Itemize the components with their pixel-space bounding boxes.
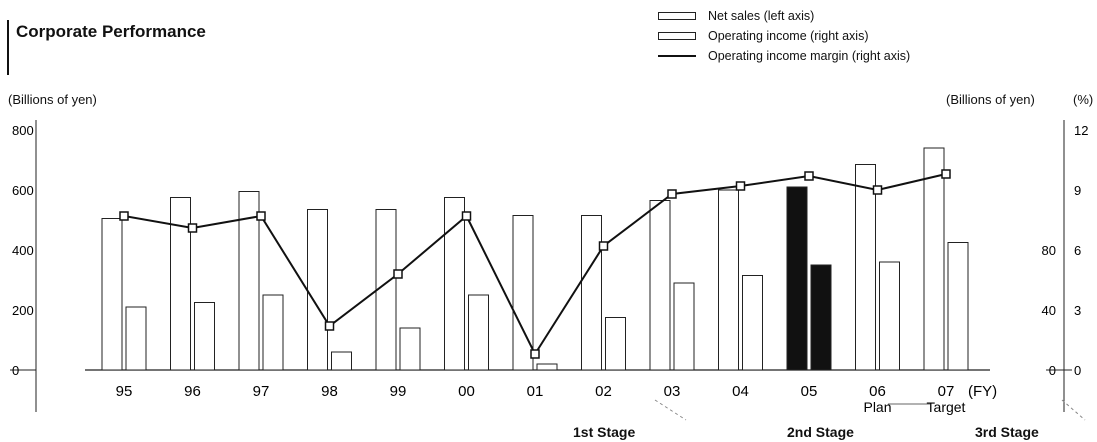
operating-margin-point [804,171,814,181]
left-axis-tick-label: 800 [12,123,34,138]
x-axis-tick-label: 99 [390,383,407,400]
operating-income-bar [742,275,763,371]
right-axis-percent-tick-label: 12 [1074,123,1088,138]
net-sales-bar [375,209,397,371]
legend-swatch-net-sales [658,12,696,20]
x-axis-tick-label: 00 [458,383,475,400]
operating-income-bar [605,317,626,371]
x-axis-sublabel: Plan [863,399,891,415]
operating-margin-point [530,349,540,359]
operating-income-bar [810,264,832,371]
net-sales-bar [923,147,945,371]
operating-income-bar [194,302,215,371]
legend-item-operating-income: Operating income (right axis) [658,26,910,46]
legend-swatch-operating-margin [658,55,696,57]
operating-margin-point [393,269,403,279]
net-sales-bar [444,197,465,371]
left-axis-tick-label: 400 [12,243,34,258]
right-axis-percent-tick-label: 0 [1074,363,1081,378]
left-axis-tick-label: 200 [12,303,34,318]
stage-label-3rd: 3rd Stage [975,424,1039,440]
net-sales-bar [101,218,123,371]
legend-label-operating-income: Operating income (right axis) [708,29,869,43]
legend-label-operating-margin: Operating income margin (right axis) [708,49,911,63]
chart-title: Corporate Performance [16,22,206,41]
stage-divider-3 [1061,399,1086,421]
stage-label-1st: 1st Stage [573,424,636,440]
x-axis-tick-label: 97 [253,383,270,400]
legend-item-operating-margin: Operating income margin (right axis) [658,46,910,66]
stage-divider-1 [654,399,687,421]
operating-margin-point [324,321,335,331]
legend-item-net-sales: Net sales (left axis) [658,6,910,26]
operating-margin-point [119,211,129,221]
x-axis-tick-label: 02 [595,383,612,400]
net-sales-bar [512,215,534,371]
operating-margin-point [941,169,951,179]
x-axis-tick-label: 07 [938,383,955,400]
net-sales-bar [855,164,876,371]
x-axis-tick-label: 03 [664,383,681,400]
title-accent-bar [7,20,9,75]
chart-legend: Net sales (left axis) Operating income (… [658,6,910,66]
net-sales-bar [307,209,328,371]
operating-margin-point [187,223,198,233]
operating-margin-point [598,241,609,251]
x-axis-tick-label: 95 [116,383,133,400]
legend-swatch-operating-income [658,32,696,40]
x-axis-tick-label: 06 [869,383,886,400]
net-sales-bar [238,191,260,371]
x-axis-sublabel: Target [927,399,966,415]
operating-income-bar [125,306,147,371]
x-axis-tick-label: 01 [527,383,544,400]
operating-income-bar [399,327,421,371]
net-sales-bar [581,215,602,371]
operating-margin-point [461,211,472,221]
right-axis-billions-tick-label: 0 [1049,363,1056,378]
x-axis-tick-label: 96 [184,383,201,400]
right-axis-percent-tick-label: 3 [1074,303,1081,318]
left-axis-tick-label: 600 [12,183,34,198]
left-axis-tick-label: 0 [12,363,19,378]
net-sales-bar [649,200,671,371]
x-axis-tick-label: 04 [732,383,749,400]
right-axis-billions-tick-label: 40 [1042,303,1056,318]
legend-label-net-sales: Net sales (left axis) [708,9,815,23]
net-sales-bar [718,189,739,371]
operating-income-bar [262,294,284,371]
operating-margin-point [872,185,883,195]
x-axis-tick-label: 05 [801,383,818,400]
operating-income-bar [468,294,489,371]
net-sales-bar [786,186,808,371]
right-axis-percent-tick-label: 9 [1074,183,1081,198]
operating-margin-point [735,181,746,191]
operating-income-bar [536,363,558,371]
operating-margin-point [667,189,677,199]
right-axis-percent-unit-label: (%) [1073,92,1094,107]
net-sales-bar [170,197,191,371]
x-axis-tick-label: 98 [321,383,338,400]
right-axis-billions-tick-label: 80 [1042,243,1056,258]
x-axis-unit-label: (FY) [968,383,997,400]
operating-income-bar [673,282,695,371]
operating-margin-point [256,211,266,221]
stage-label-2nd: 2nd Stage [787,424,854,440]
left-axis-unit-label: (Billions of yen) [8,92,97,107]
operating-income-bar [331,351,352,371]
operating-income-bar [879,261,900,371]
operating-income-bar [947,242,969,371]
right-axis-billions-unit-label: (Billions of yen) [946,92,1035,107]
right-axis-percent-tick-label: 6 [1074,243,1081,258]
